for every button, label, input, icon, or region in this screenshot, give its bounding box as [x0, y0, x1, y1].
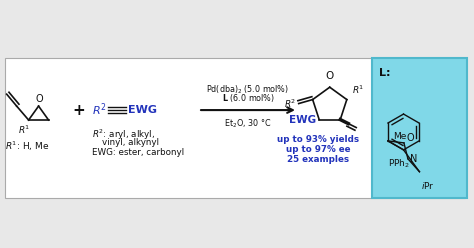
Text: $R^1$: $R^1$	[18, 124, 31, 136]
Text: +: +	[72, 103, 85, 118]
Text: Pd(dba)$_2$ (5.0 mol%): Pd(dba)$_2$ (5.0 mol%)	[207, 84, 290, 96]
Text: $R^1$: $R^1$	[352, 83, 364, 95]
Text: N: N	[410, 154, 417, 164]
Text: vinyl, alkynyl: vinyl, alkynyl	[102, 138, 159, 147]
Text: $R^2$: $R^2$	[92, 102, 107, 118]
Text: $R^2$: aryl, alkyl,: $R^2$: aryl, alkyl,	[92, 128, 155, 142]
Text: EWG: ester, carbonyl: EWG: ester, carbonyl	[92, 148, 184, 157]
Text: $R^2$: $R^2$	[284, 97, 297, 110]
Text: $i$Pr: $i$Pr	[421, 180, 435, 191]
Text: Et$_2$O, 30 °C: Et$_2$O, 30 °C	[224, 117, 272, 129]
FancyBboxPatch shape	[372, 58, 467, 198]
Text: O: O	[407, 133, 415, 143]
Text: $R^1$: H, Me: $R^1$: H, Me	[5, 140, 49, 153]
Text: up to 97% ee: up to 97% ee	[285, 145, 350, 154]
Text: O: O	[36, 94, 44, 104]
Text: O: O	[326, 71, 334, 81]
Text: 25 examples: 25 examples	[287, 155, 349, 164]
Text: up to 93% yields: up to 93% yields	[277, 135, 359, 144]
Text: PPh$_2$: PPh$_2$	[389, 158, 410, 170]
Text: EWG: EWG	[128, 105, 157, 115]
Text: $\mathbf{L}$ (6.0 mol%): $\mathbf{L}$ (6.0 mol%)	[221, 92, 274, 104]
FancyBboxPatch shape	[5, 58, 465, 198]
Text: EWG: EWG	[289, 116, 316, 125]
Text: Me: Me	[393, 132, 406, 141]
Text: L:: L:	[379, 68, 390, 78]
